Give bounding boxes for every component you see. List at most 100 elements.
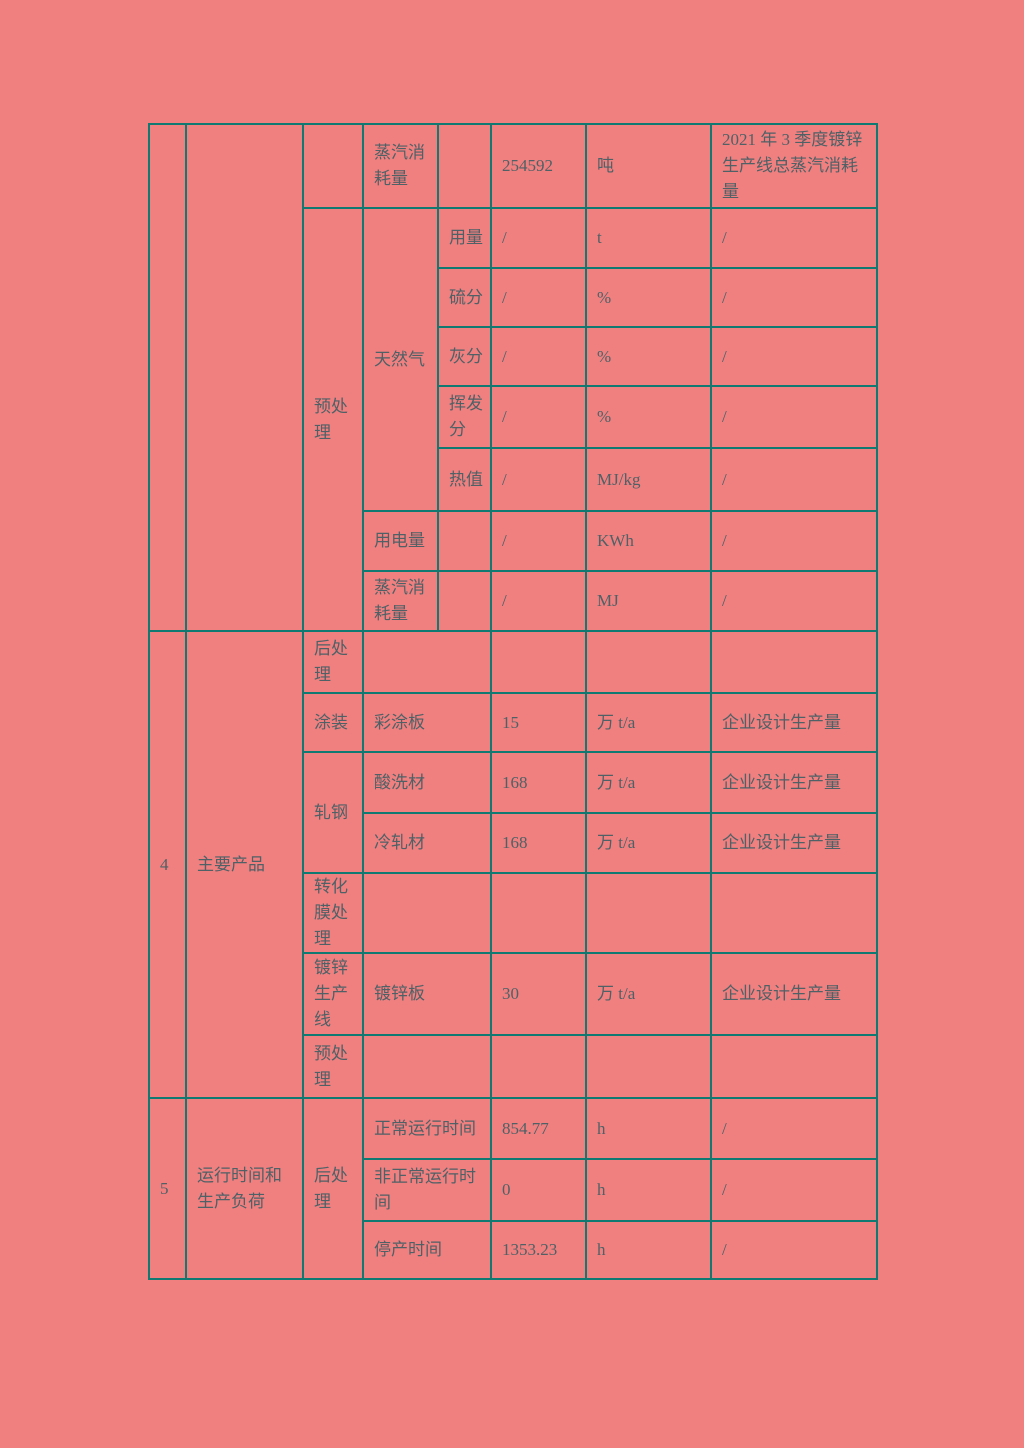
process-cell: 后处理 bbox=[302, 1097, 364, 1280]
note-cell: / bbox=[710, 1220, 878, 1280]
table-row: 预处理 天然气 用量 / t / bbox=[149, 207, 878, 632]
unit-cell: 吨 bbox=[585, 123, 712, 209]
unit-cell: MJ/kg bbox=[585, 447, 712, 512]
process-cell: 预处理 bbox=[302, 1034, 364, 1099]
table-row: 热值 / MJ/kg / bbox=[149, 447, 878, 512]
value-cell: 854.77 bbox=[490, 1097, 587, 1160]
table-row: 停产时间 1353.23 h / bbox=[149, 1220, 878, 1280]
note-cell: / bbox=[710, 267, 878, 328]
item-cell: 正常运行时间 bbox=[362, 1097, 492, 1160]
item-cell: 镀锌板 bbox=[362, 952, 492, 1036]
table-row: 4 主要产品 后处理 bbox=[148, 630, 878, 1099]
unit-cell: % bbox=[585, 267, 712, 328]
process-cell: 轧钢 bbox=[302, 751, 364, 874]
item-cell: 蒸汽消耗量 bbox=[362, 570, 439, 632]
unit-cell: 万 t/a bbox=[585, 751, 712, 814]
value-cell: / bbox=[490, 326, 587, 387]
note-cell: 企业设计生产量 bbox=[710, 812, 878, 874]
value-cell: 30 bbox=[490, 952, 587, 1036]
unit-cell bbox=[585, 1034, 712, 1099]
table-row: 5 运行时间和生产负荷 后处理 正常运行时间 854.77 h / bbox=[148, 1097, 878, 1280]
value-cell: / bbox=[490, 207, 587, 269]
note-cell: / bbox=[710, 385, 878, 449]
process-cell: 涂装 bbox=[302, 692, 364, 753]
table-row: 预处理 bbox=[149, 1034, 878, 1099]
value-cell: / bbox=[490, 510, 587, 572]
table-row: 硫分 / % / bbox=[149, 267, 878, 328]
subitem-cell: 灰分 bbox=[437, 326, 492, 387]
note-cell: / bbox=[710, 510, 878, 572]
unit-cell: h bbox=[585, 1220, 712, 1280]
subitem-cell: 用量 bbox=[437, 207, 492, 269]
table-row: 蒸汽消耗量 254592 吨 2021 年 3 季度镀锌生产线总蒸汽消耗量 bbox=[148, 123, 878, 632]
table-row: 蒸汽消耗量 / MJ / bbox=[149, 570, 878, 632]
section-category-cell: 运行时间和生产负荷 bbox=[185, 1097, 304, 1280]
process-cell: 镀锌生产线 bbox=[302, 952, 364, 1036]
note-cell: 企业设计生产量 bbox=[710, 952, 878, 1036]
value-cell: / bbox=[490, 447, 587, 512]
section-number-cell bbox=[148, 123, 187, 632]
unit-cell: % bbox=[585, 385, 712, 449]
note-cell: / bbox=[710, 570, 878, 632]
note-cell: / bbox=[710, 447, 878, 512]
table-row: 镀锌生产线 镀锌板 30 万 t/a 企业设计生产量 bbox=[149, 952, 878, 1036]
item-cell: 彩涂板 bbox=[362, 692, 492, 753]
note-cell: 企业设计生产量 bbox=[710, 751, 878, 814]
item-cell: 酸洗材 bbox=[362, 751, 492, 814]
unit-cell bbox=[585, 872, 712, 954]
process-cell: 转化膜处理 bbox=[302, 872, 364, 954]
table-row: 转化膜处理 bbox=[149, 872, 878, 954]
process-cell bbox=[302, 123, 364, 209]
process-cell: 后处理 bbox=[302, 630, 364, 694]
unit-cell: KWh bbox=[585, 510, 712, 572]
note-cell: / bbox=[710, 207, 878, 269]
item-cell: 天然气 bbox=[362, 207, 439, 512]
note-cell: 2021 年 3 季度镀锌生产线总蒸汽消耗量 bbox=[710, 123, 878, 209]
table-row: 挥发分 / % / bbox=[149, 385, 878, 449]
item-cell bbox=[362, 630, 492, 694]
section-number-cell: 5 bbox=[148, 1097, 187, 1280]
process-cell: 预处理 bbox=[302, 207, 364, 632]
value-cell: 254592 bbox=[490, 123, 587, 209]
unit-cell: 万 t/a bbox=[585, 812, 712, 874]
table-row: 涂装 彩涂板 15 万 t/a 企业设计生产量 bbox=[149, 692, 878, 753]
subitem-cell: 热值 bbox=[437, 447, 492, 512]
note-cell: / bbox=[710, 326, 878, 387]
value-cell: / bbox=[490, 385, 587, 449]
production-report-table: 蒸汽消耗量 254592 吨 2021 年 3 季度镀锌生产线总蒸汽消耗量 预处… bbox=[148, 123, 878, 1280]
unit-cell: 万 t/a bbox=[585, 692, 712, 753]
value-cell: 168 bbox=[490, 751, 587, 814]
value-cell: 15 bbox=[490, 692, 587, 753]
subitem-cell: 挥发分 bbox=[437, 385, 492, 449]
unit-cell: % bbox=[585, 326, 712, 387]
value-cell: / bbox=[490, 267, 587, 328]
table-row: 用电量 / KWh / bbox=[149, 510, 878, 572]
unit-cell: 万 t/a bbox=[585, 952, 712, 1036]
note-cell: 企业设计生产量 bbox=[710, 692, 878, 753]
note-cell bbox=[710, 872, 878, 954]
item-cell bbox=[362, 872, 492, 954]
value-cell bbox=[490, 630, 587, 694]
item-cell: 冷轧材 bbox=[362, 812, 492, 874]
unit-cell: MJ bbox=[585, 570, 712, 632]
subitem-cell: 硫分 bbox=[437, 267, 492, 328]
item-cell: 蒸汽消耗量 bbox=[362, 123, 439, 209]
table-row: 冷轧材 168 万 t/a 企业设计生产量 bbox=[149, 812, 878, 874]
value-cell: 0 bbox=[490, 1158, 587, 1222]
subitem-cell bbox=[437, 510, 492, 572]
value-cell: 168 bbox=[490, 812, 587, 874]
section-number-cell: 4 bbox=[148, 630, 187, 1099]
subitem-cell bbox=[437, 123, 492, 209]
value-cell: 1353.23 bbox=[490, 1220, 587, 1280]
value-cell bbox=[490, 1034, 587, 1099]
item-cell: 用电量 bbox=[362, 510, 439, 572]
unit-cell: h bbox=[585, 1158, 712, 1222]
table-row: 轧钢 酸洗材 168 万 t/a 企业设计生产量 bbox=[149, 751, 878, 874]
note-cell: / bbox=[710, 1097, 878, 1160]
table-row: 灰分 / % / bbox=[149, 326, 878, 387]
note-cell: / bbox=[710, 1158, 878, 1222]
note-cell bbox=[710, 1034, 878, 1099]
item-cell bbox=[362, 1034, 492, 1099]
item-cell: 停产时间 bbox=[362, 1220, 492, 1280]
